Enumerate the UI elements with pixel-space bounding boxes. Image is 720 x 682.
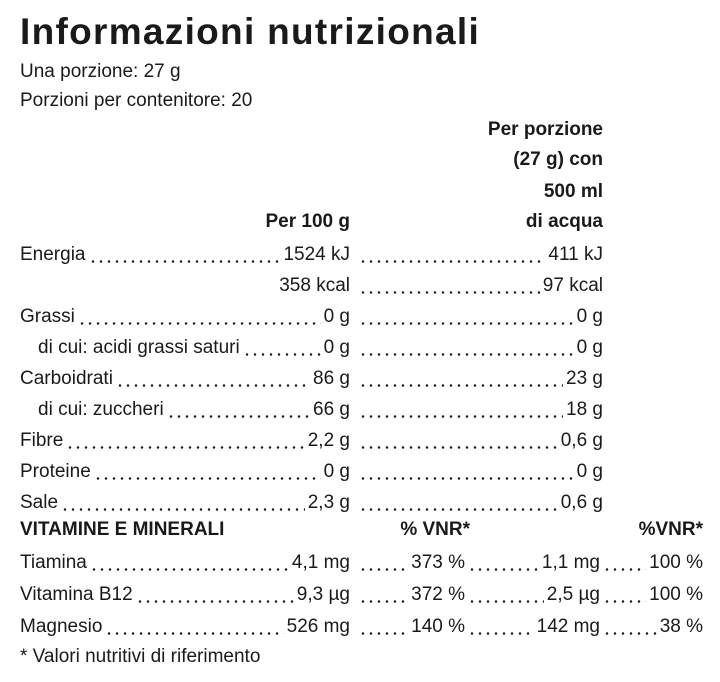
dot-leader (105, 632, 284, 635)
nutrient-label: Energia (20, 244, 86, 265)
vnr-per-serving: 38 % (659, 616, 703, 637)
dot-leader (603, 600, 646, 603)
dot-leader (78, 322, 321, 325)
dot-leader (359, 446, 558, 449)
value-per-serving: 0,6 g (560, 430, 603, 451)
value-per-serving: 1,1 mg (541, 552, 600, 573)
nutrient-label: di cui: zuccheri (38, 399, 164, 420)
dot-leader (359, 600, 408, 603)
dot-leader (468, 568, 539, 571)
dot-leader (116, 384, 310, 387)
value-per-100g: 0 g (323, 306, 350, 327)
vitamin-label: Magnesio (20, 616, 103, 637)
nutrient-label: di cui: acidi grassi saturi (38, 337, 240, 358)
dot-leader (359, 508, 558, 511)
value-per-serving: 0 g (576, 306, 603, 327)
vnr-per-100g: 372 % (411, 584, 465, 605)
value-per-100g: 0 g (323, 461, 350, 482)
value-per-serving: 0 g (576, 461, 603, 482)
value-per-100g: 9,3 µg (296, 584, 350, 605)
column-header: %VNR* (638, 519, 703, 540)
dot-leader (359, 568, 408, 571)
servings-per-container: Porzioni per contenitore: 20 (20, 90, 253, 111)
dot-leader (359, 632, 408, 635)
value-per-serving: 142 mg (536, 616, 600, 637)
column-header: % VNR* (400, 519, 470, 540)
dot-leader (359, 322, 574, 325)
dot-leader (61, 508, 305, 511)
dot-leader (468, 600, 544, 603)
nutrient-label: Fibre (20, 430, 64, 451)
value-per-serving: 23 g (566, 368, 603, 389)
column-header: (27 g) con (513, 149, 603, 170)
section-header: VITAMINE E MINERALI (20, 519, 225, 540)
title: Informazioni nutrizionali (20, 11, 481, 52)
dot-leader (90, 568, 289, 571)
dot-leader (66, 446, 305, 449)
column-header: di acqua (525, 211, 603, 232)
value-per-100g: 66 g (313, 399, 350, 420)
nutrient-label: Carboidrati (20, 368, 113, 389)
dot-leader (468, 632, 534, 635)
value-per-100g: 2,3 g (307, 492, 350, 513)
column-header: Per 100 g (265, 211, 351, 232)
footnote: * Valori nutritivi di riferimento (20, 646, 261, 667)
value-per-100g: 2,2 g (307, 430, 350, 451)
vnr-per-100g: 140 % (411, 616, 465, 637)
dot-leader (603, 568, 646, 571)
dot-leader (359, 384, 563, 387)
dot-leader (359, 291, 540, 294)
nutrient-label: Grassi (20, 306, 75, 327)
value-per-serving: 411 kJ (548, 244, 603, 265)
dot-leader (359, 353, 574, 356)
vitamin-label: Tiamina (20, 552, 87, 573)
column-header: Per porzione (487, 119, 603, 140)
value-per-100g: 0 g (323, 337, 350, 358)
value-per-100g: 4,1 mg (291, 552, 350, 573)
dot-leader (94, 477, 321, 480)
dot-leader (359, 260, 545, 263)
value-per-serving: 0 g (576, 337, 603, 358)
vnr-per-100g: 373 % (411, 552, 465, 573)
dot-leader (167, 415, 310, 418)
value-per-serving: 2,5 µg (546, 584, 600, 605)
vitamin-label: Vitamina B12 (20, 584, 133, 605)
value-per-serving: 0,6 g (560, 492, 603, 513)
dot-leader (603, 632, 657, 635)
dot-leader (136, 600, 294, 603)
value-per-100g: 526 mg (286, 616, 350, 637)
value-per-100g: 1524 kJ (283, 244, 350, 265)
vnr-per-serving: 100 % (649, 584, 703, 605)
value-per-serving: 97 kcal (542, 275, 603, 296)
nutrient-label: Proteine (20, 461, 91, 482)
serving-size: Una porzione: 27 g (20, 61, 181, 82)
vnr-per-serving: 100 % (649, 552, 703, 573)
value-per-100g: 358 kcal (279, 275, 350, 296)
value-per-serving: 18 g (566, 399, 603, 420)
dot-leader (243, 353, 321, 356)
dot-leader (359, 415, 563, 418)
dot-leader (359, 477, 574, 480)
dot-leader (89, 260, 280, 263)
value-per-100g: 86 g (313, 368, 350, 389)
nutrient-label: Sale (20, 492, 59, 513)
column-header: 500 ml (543, 181, 603, 202)
